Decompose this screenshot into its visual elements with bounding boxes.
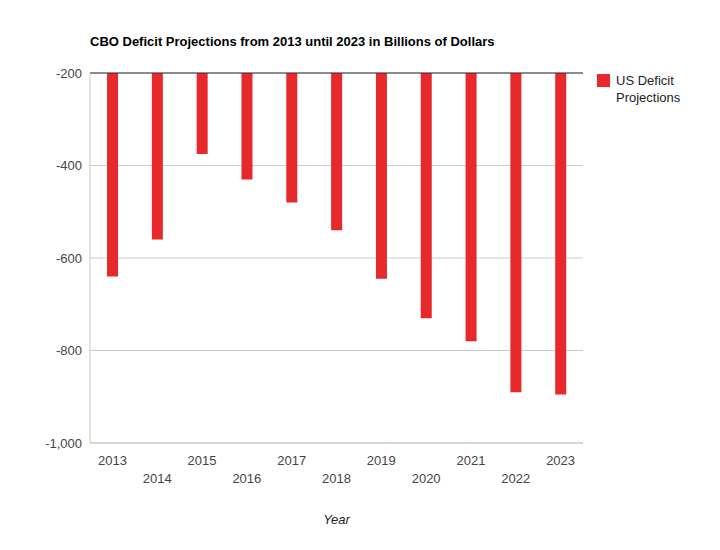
svg-text:2023: 2023 [546, 453, 575, 468]
html-text:US Deficit Projections: US Deficit Projections [616, 73, 681, 105]
svg-text:2017: 2017 [277, 453, 306, 468]
svg-text:-1,000: -1,000 [45, 436, 82, 451]
svg-text:-400: -400 [56, 158, 82, 173]
svg-text:2020: 2020 [412, 471, 441, 486]
svg-text:2015: 2015 [188, 453, 217, 468]
svg-text:2016: 2016 [232, 471, 261, 486]
svg-text:-600: -600 [56, 251, 82, 266]
svg-text:2014: 2014 [143, 471, 172, 486]
svg-text:2013: 2013 [98, 453, 127, 468]
svg-text:-200: -200 [56, 66, 82, 81]
svg-text:2021: 2021 [456, 453, 485, 468]
html-text:CBO Deficit Projections from 2: CBO Deficit Projections from 2013 until … [90, 34, 495, 49]
svg-text:2019: 2019 [367, 453, 396, 468]
svg-text:2018: 2018 [322, 471, 351, 486]
svg-text:-800: -800 [56, 343, 82, 358]
html-text:Year: Year [323, 512, 350, 527]
svg-text:2022: 2022 [501, 471, 530, 486]
